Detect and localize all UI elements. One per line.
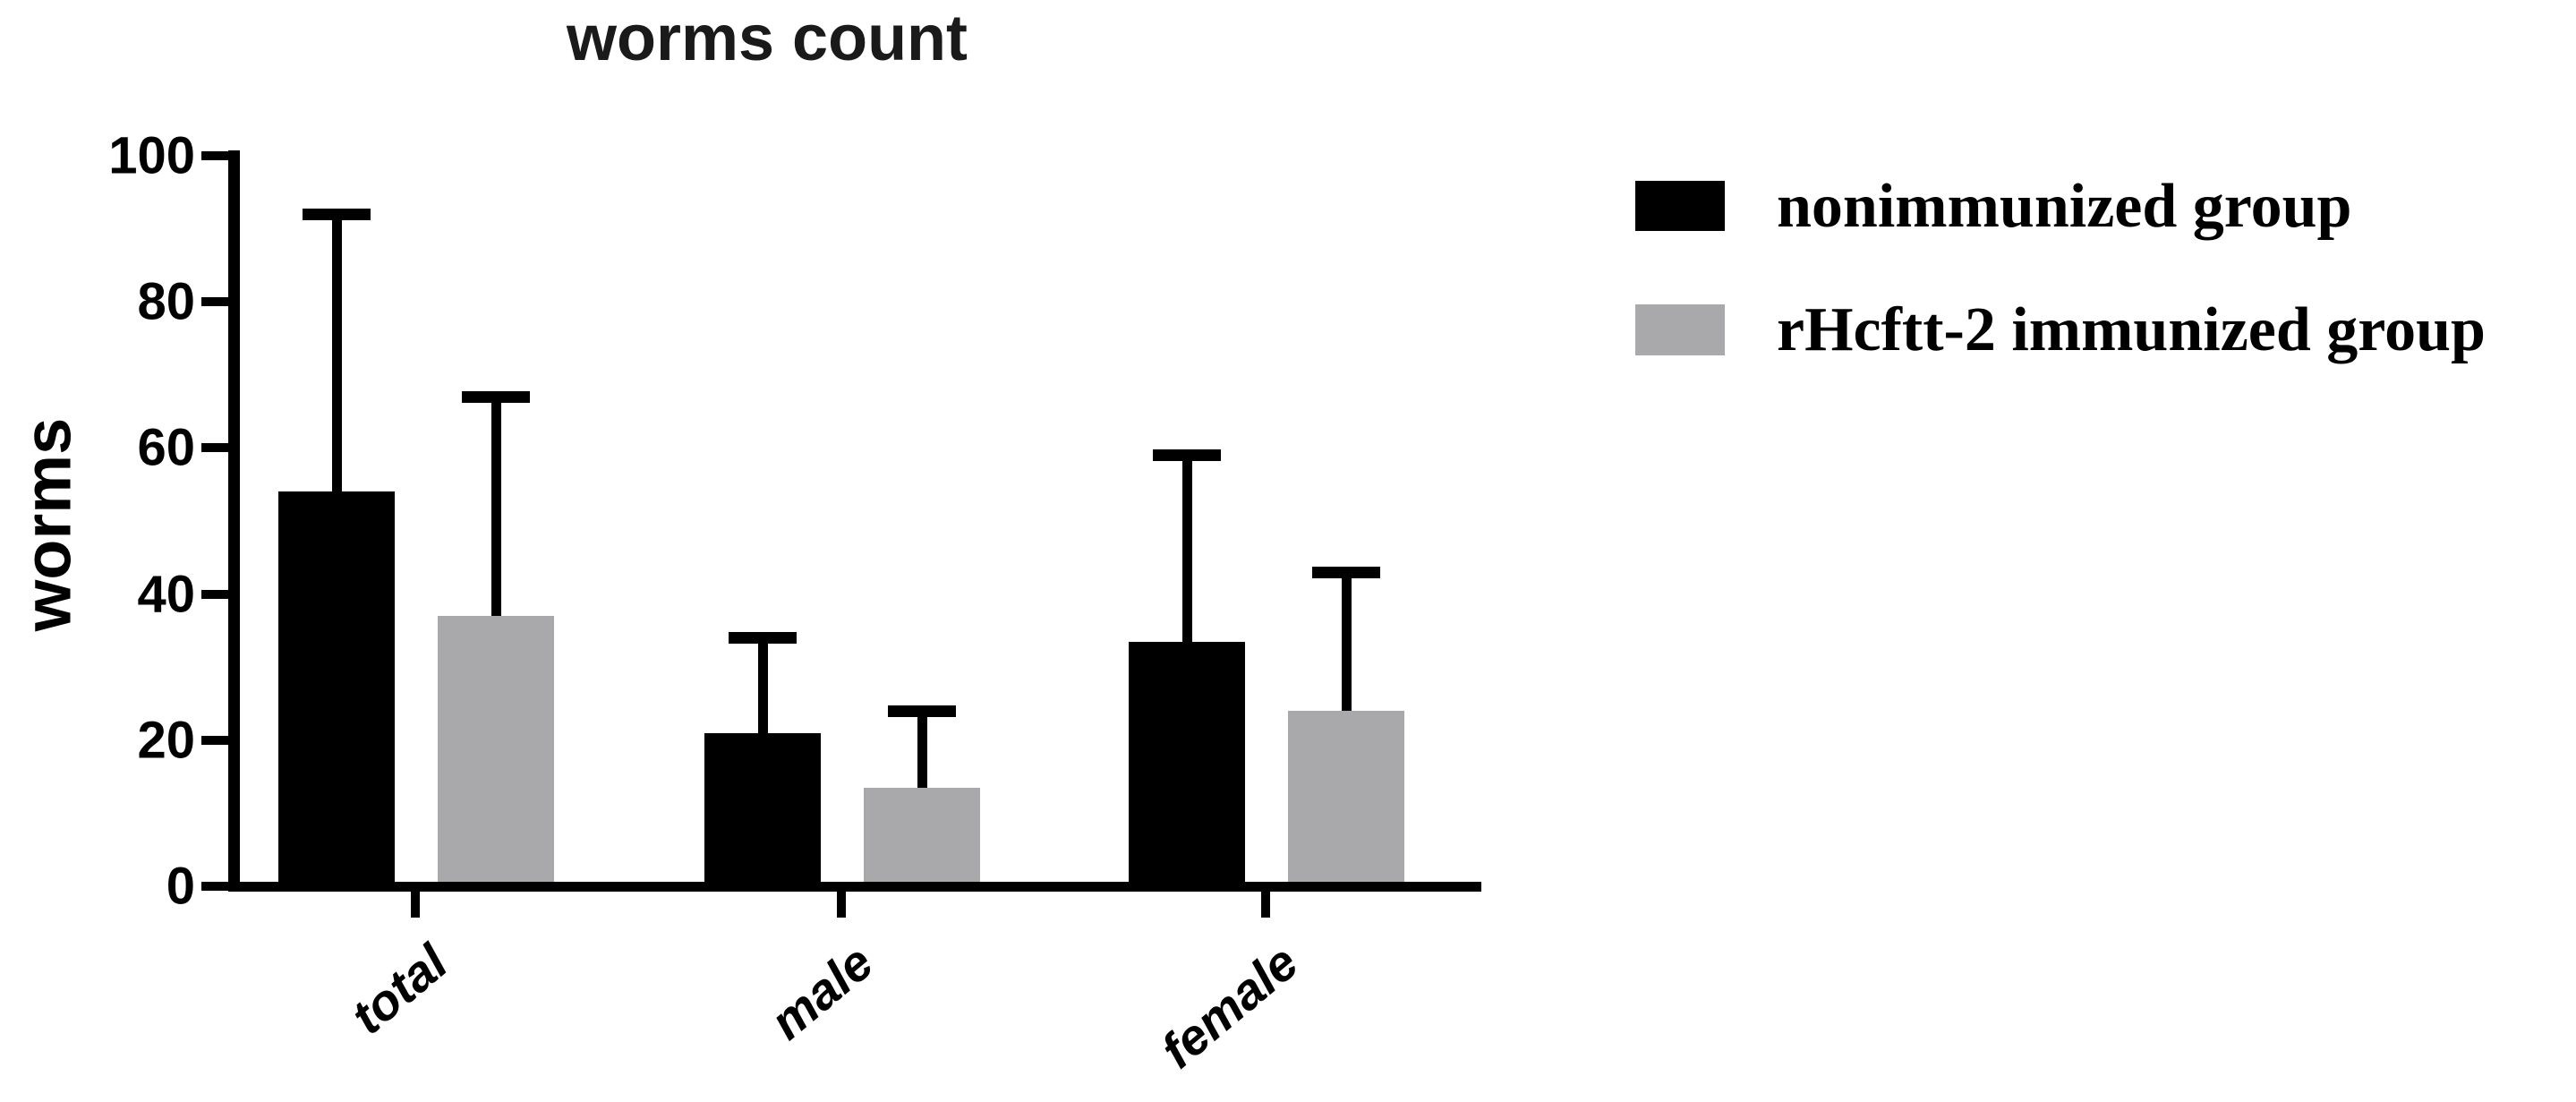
error-bar-cap xyxy=(303,208,371,220)
x-category-label-female: female xyxy=(1149,933,1309,1080)
error-bar-stem xyxy=(757,637,768,735)
x-category-label-male: male xyxy=(759,933,884,1051)
error-bar-cap xyxy=(462,390,530,403)
x-axis-line xyxy=(228,882,1481,892)
error-bar-stem xyxy=(917,711,927,790)
x-category-label-total: total xyxy=(340,933,458,1046)
y-tick xyxy=(201,882,232,891)
error-bar-cap xyxy=(1153,449,1221,462)
legend-label-immunized: rHcftt-2 immunized group xyxy=(1777,295,2486,364)
bar-female-immunized xyxy=(1288,711,1404,890)
bar-female-nonimmunized xyxy=(1129,641,1245,890)
error-bar-stem xyxy=(1341,572,1352,713)
chart-title: worms count xyxy=(566,3,968,74)
y-tick-label: 80 xyxy=(137,272,195,331)
y-axis-label: worms xyxy=(10,417,85,632)
y-tick-label: 40 xyxy=(137,565,195,624)
x-tick xyxy=(837,891,846,918)
y-tick-label: 60 xyxy=(137,418,195,477)
y-tick xyxy=(201,151,232,160)
y-tick xyxy=(201,443,232,453)
error-bar-cap xyxy=(1312,566,1380,578)
y-tick xyxy=(201,589,232,599)
y-axis-line xyxy=(228,150,240,892)
error-bar-cap xyxy=(729,632,797,645)
bar-male-nonimmunized xyxy=(704,732,821,890)
bar-total-immunized xyxy=(438,616,554,890)
bar-total-nonimmunized xyxy=(278,491,395,890)
y-tick-label: 20 xyxy=(137,711,195,770)
error-bar-stem xyxy=(1181,455,1192,644)
error-bar-stem xyxy=(331,214,342,494)
error-bar-cap xyxy=(888,705,956,717)
error-bar-stem xyxy=(490,397,501,619)
x-tick xyxy=(411,891,420,918)
y-tick xyxy=(201,735,232,745)
y-tick xyxy=(201,297,232,307)
y-tick-label: 0 xyxy=(166,857,195,916)
legend-swatch-nonimmunized xyxy=(1635,181,1725,231)
legend-label-nonimmunized: nonimmunized group xyxy=(1777,172,2352,241)
legend-swatch-immunized xyxy=(1635,304,1725,355)
y-tick-label: 100 xyxy=(108,126,195,185)
x-tick xyxy=(1261,891,1270,918)
bar-male-immunized xyxy=(864,787,980,890)
